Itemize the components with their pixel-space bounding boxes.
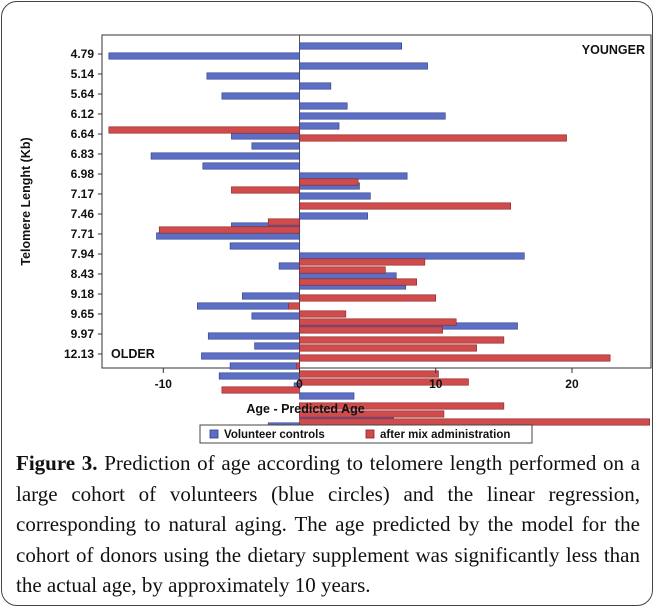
bar-controls-35 [299,392,355,400]
bar-controls-29 [207,332,300,340]
bar-mix-3 [231,186,300,194]
caption-text: Prediction of age according to telomere … [16,451,640,597]
bar-controls-4 [299,82,332,90]
legend-label-controls: Volunteer controls [224,429,325,441]
bar-controls-27 [251,312,300,320]
bar-mix-5 [267,218,300,226]
bar-controls-12 [202,162,300,170]
bar-controls-25 [242,292,300,300]
bar-mix-21 [221,386,300,394]
bar-chart: 4.79 5.14 5.64 6.12 6.64 6.83 6.98 7.17 7.46 7.71… [19,34,652,444]
bar-controls-9 [231,132,300,140]
figure-caption: Figure 3. Prediction of age according to… [16,448,640,601]
x-tick-label: 20 [565,377,579,391]
y-tick-label: 8.43 [71,267,95,281]
bar-controls-30 [254,342,300,350]
bar-controls-23 [299,272,397,280]
bar-mix-17 [299,354,611,362]
y-tick-label: 7.71 [71,227,95,241]
bar-mix-11 [288,302,300,310]
bar-mix-0 [108,126,300,134]
y-tick-label: 12.13 [64,347,94,361]
bar-controls-32 [229,362,300,370]
bar-controls-0 [299,42,403,50]
bar-mix-13 [299,318,457,326]
x-axis-title: Age - Predicted Age [246,402,364,416]
y-tick-label: 5.14 [71,67,95,81]
y-tick-label: 6.64 [71,127,95,141]
bar-controls-20 [229,242,300,250]
bar-mix-24 [299,418,650,426]
bar-mix-15 [299,336,505,344]
bar-mix-16 [299,344,477,352]
bar-controls-22 [278,262,300,270]
bar-mix-9 [299,278,417,286]
younger-label: YOUNGER [582,43,645,57]
bar-controls-1 [108,52,300,60]
caption-label: Figure 3. [16,451,98,475]
y-tick-label: 6.98 [71,167,95,181]
plot-area [101,34,652,369]
x-tick-label: -10 [155,377,173,391]
bar-controls-5 [221,92,300,100]
y-axis-title: Telomere Lenght (Kb) [19,137,33,265]
bar-mix-14 [299,326,443,334]
bar-controls-31 [201,352,300,360]
older-label: OLDER [111,347,155,361]
bar-mix-20 [299,378,469,386]
bar-mix-12 [299,310,347,318]
bar-mix-22 [299,402,505,410]
bar-controls-19 [156,232,300,240]
bar-controls-17 [299,212,368,220]
bar-controls-13 [299,172,408,180]
bar-mix-23 [299,410,445,418]
bar-controls-10 [251,142,300,150]
x-tick-label: 0 [296,377,303,391]
y-tick-label: 9.97 [71,327,95,341]
bar-controls-11 [150,152,300,160]
bar-controls-21 [299,252,525,260]
bar-controls-8 [299,122,340,130]
bar-controls-6 [299,102,348,110]
legend-swatch-mix [365,429,375,439]
bar-mix-10 [299,294,437,302]
y-tick-label: 9.18 [71,287,95,301]
x-tick-label: 10 [429,377,443,391]
bar-mix-1 [299,134,567,142]
bar-controls-33 [218,372,300,380]
bar-mix-6 [158,226,300,234]
bar-controls-3 [206,72,300,80]
y-tick-label: 7.17 [71,187,95,201]
bar-mix-7 [299,258,426,266]
bar-controls-7 [299,112,446,120]
y-tick-label: 6.12 [71,107,95,121]
bar-mix-2 [299,178,359,186]
bar-controls-2 [299,62,428,70]
bar-mix-18 [296,362,300,370]
y-tick-label: 5.64 [71,87,95,101]
bar-mix-8 [299,266,386,274]
y-tick-label: 4.79 [71,47,95,61]
legend-swatch-controls [209,429,219,439]
bar-mix-19 [299,370,439,378]
bar-mix-4 [299,202,511,210]
legend-label-mix: after mix administration [380,429,510,441]
y-tick-label: 7.94 [71,247,95,261]
bar-controls-26 [197,302,300,310]
y-tick-label: 6.83 [71,147,95,161]
y-tick-label: 9.65 [71,307,95,321]
y-tick-label: 7.46 [71,207,95,221]
bar-controls-15 [299,192,371,200]
